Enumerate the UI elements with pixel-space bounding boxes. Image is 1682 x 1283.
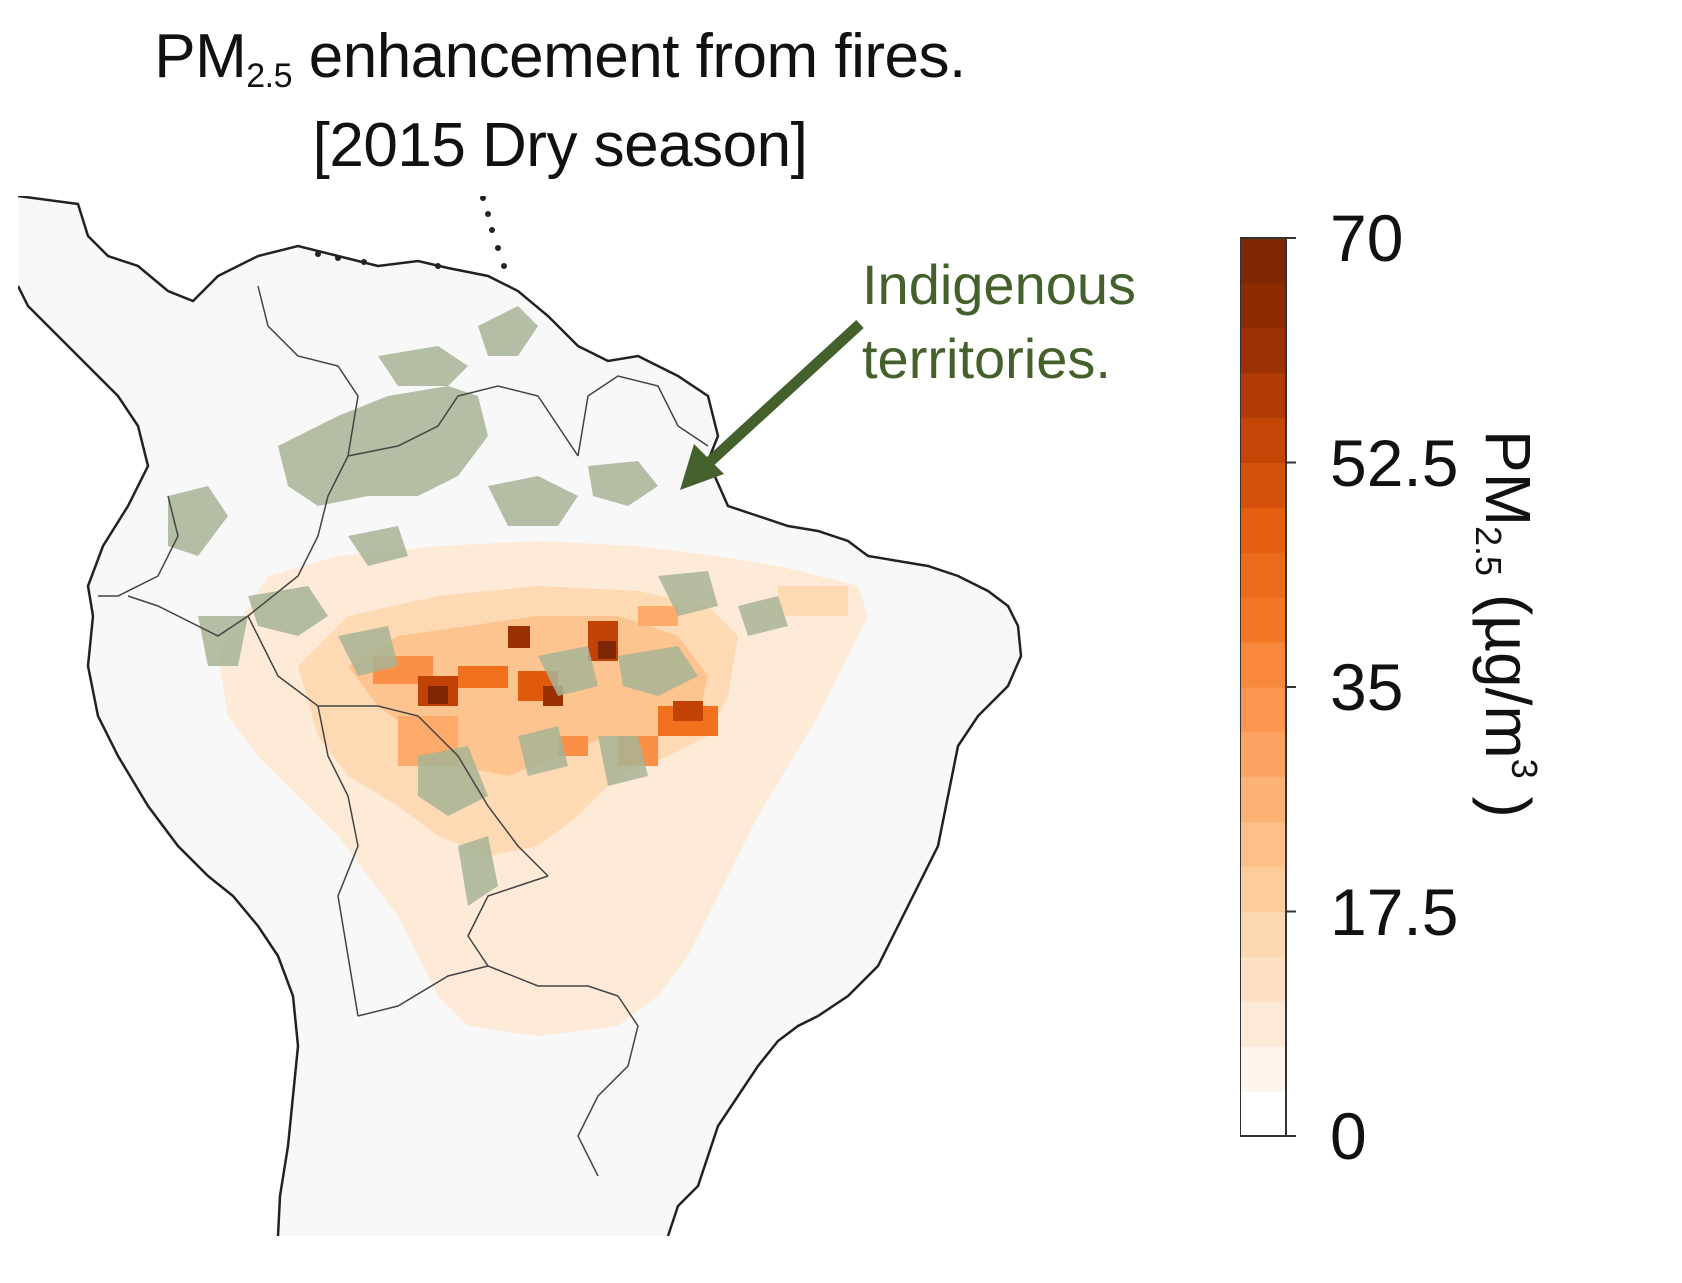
- arrow-shaft: [699, 319, 864, 473]
- colorbar-segment: [1240, 507, 1286, 553]
- territory-shape: [598, 736, 648, 786]
- island: [501, 263, 507, 269]
- colorbar-tick-label: 52.5: [1330, 425, 1459, 500]
- colorbar-segment: [1240, 642, 1286, 688]
- border-line: [577, 995, 639, 1177]
- colorbar-segment: [1240, 552, 1286, 598]
- island: [480, 196, 486, 201]
- border-line: [98, 495, 179, 597]
- territory-shape: [658, 571, 718, 616]
- border-line: [577, 375, 709, 457]
- border-line: [247, 615, 549, 877]
- territory-shape: [478, 306, 538, 356]
- island: [435, 263, 441, 269]
- island: [495, 245, 501, 251]
- border-line: [127, 285, 359, 637]
- territory-shape: [588, 461, 658, 506]
- arrow-head: [680, 444, 724, 490]
- colorbar-segment: [1240, 372, 1286, 419]
- border-line: [317, 705, 359, 1017]
- colorbar-segment: [1240, 731, 1286, 778]
- colorbar-tick-label: 17.5: [1330, 874, 1459, 949]
- territory-shape: [198, 616, 248, 666]
- border-line: [347, 385, 579, 457]
- island: [315, 251, 321, 257]
- territory-shape: [348, 526, 408, 566]
- island: [361, 259, 367, 265]
- territory-shape: [248, 586, 328, 636]
- colorbar-segment: [1240, 238, 1286, 284]
- island: [489, 227, 495, 233]
- country-borders: [98, 285, 709, 1177]
- map-title: PM2.5 enhancement from fires. [2015 Dry …: [60, 22, 1060, 181]
- colorbar-segment: [1240, 956, 1286, 1002]
- colorbar-segment: [1240, 417, 1286, 463]
- title-line-1: PM2.5 enhancement from fires.: [154, 22, 966, 95]
- colorbar-segment: [1240, 866, 1286, 912]
- colorbar-tick-label: 0: [1330, 1099, 1367, 1173]
- colorbar-segment: [1240, 911, 1286, 957]
- border-line: [357, 965, 489, 1017]
- territory-shape: [618, 646, 698, 696]
- colorbar-segment: [1240, 821, 1286, 868]
- colorbar-segment: [1240, 597, 1286, 643]
- island: [335, 255, 341, 261]
- annotation-line-2: territories.: [862, 327, 1111, 390]
- colorbar-segment: [1240, 776, 1286, 823]
- territory-shape: [168, 486, 228, 556]
- colorbar-segment: [1240, 1046, 1286, 1092]
- indigenous-annotation: Indigenous territories.: [862, 248, 1136, 396]
- annotation-line-1: Indigenous: [862, 253, 1137, 316]
- colorbar-scale: [1239, 237, 1296, 1137]
- colorbar-segment: [1240, 687, 1286, 733]
- territory-shape: [418, 746, 488, 816]
- colorbar-segment: [1240, 327, 1286, 374]
- territory-shape: [518, 726, 568, 776]
- hotspot: [508, 626, 530, 648]
- indigenous-territories: [168, 306, 788, 906]
- colorbar-tick-label: 35: [1330, 650, 1404, 724]
- island: [485, 211, 491, 217]
- hotspot: [673, 701, 703, 721]
- colorbar-segment: [1240, 462, 1286, 508]
- colorbar-tick-label: 70: [1330, 201, 1404, 275]
- colorbar-title: PM2.5 (µg/m3 ): [1468, 430, 1545, 818]
- territory-shape: [278, 386, 488, 506]
- hotspot: [598, 641, 616, 659]
- territory-shape: [338, 626, 398, 676]
- colorbar-segment: [1240, 282, 1286, 329]
- map-panel: [18, 196, 1108, 1236]
- colorbar-segment: [1240, 1091, 1286, 1137]
- colorbar-segment: [1240, 1001, 1286, 1047]
- hotspot: [778, 586, 848, 616]
- south-america-map: [18, 196, 1023, 1236]
- hotspot: [638, 606, 678, 626]
- territory-shape: [738, 596, 788, 636]
- territory-shape: [488, 476, 578, 526]
- annotation-arrow: [680, 319, 864, 490]
- title-line-2: [2015 Dry season]: [312, 111, 808, 180]
- territory-shape: [378, 346, 468, 386]
- hotspot: [458, 666, 508, 688]
- coastline: [18, 196, 1023, 1236]
- caribbean-islands: [315, 196, 507, 269]
- territory-shape: [538, 646, 598, 696]
- border-line: [467, 875, 619, 997]
- colorbar: 70 52.5 35 17.5 0: [1239, 205, 1600, 1240]
- territory-shape: [458, 836, 498, 906]
- hotspot: [428, 686, 448, 704]
- hotspot: [558, 736, 588, 756]
